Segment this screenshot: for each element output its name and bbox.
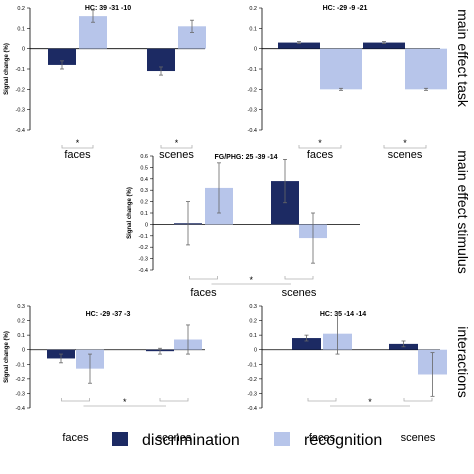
bar-discrimination-scenes: [147, 48, 175, 72]
y-tick-label: -0.1: [16, 67, 25, 73]
significance-bracket: [383, 145, 427, 149]
category-label-scenes: scenes: [401, 432, 436, 444]
category-label-scenes: scenes: [388, 149, 423, 161]
group-bracket: [61, 398, 90, 402]
category-label-faces: faces: [309, 432, 336, 444]
group-bracket: [403, 398, 433, 402]
y-tick-label: -0.3: [16, 391, 25, 397]
y-tick-label: 0.2: [140, 200, 148, 206]
chart-panel-interaction-hc-2: HC: 35 -14 -14 0.3 0.2 0.1 0 -0.1 -0.2 -0.3 -0.4…: [248, 304, 447, 444]
y-tick-label: -0.1: [16, 362, 25, 368]
category-label-faces: faces: [64, 149, 91, 161]
y-tick-label: 0: [254, 47, 257, 53]
side-label-task: main effect task: [455, 9, 471, 108]
group-bracket: [159, 398, 189, 402]
bar-discrimination-faces: [48, 48, 76, 65]
y-tick-label: 0: [22, 348, 25, 354]
y-tick-label: 0: [254, 348, 257, 354]
y-tick-label: -0.2: [16, 87, 25, 93]
y-axis-label: Signal change (%): [4, 43, 10, 95]
y-tick-label: -0.1: [248, 362, 257, 368]
y-tick-label: -0.2: [248, 377, 257, 383]
y-tick-label: 0: [22, 47, 25, 53]
category-label-scenes: scenes: [282, 287, 317, 299]
significance-bracket: [298, 145, 342, 149]
chart-title: HC: 35 -14 -14: [320, 311, 366, 318]
bar-discrimination-scenes: [363, 42, 405, 49]
side-label-interactions: interactions: [455, 326, 471, 398]
bar-discrimination-faces: [292, 338, 321, 350]
chart-panel-stimulus-fg-phg: FG/PHG: 25 -39 -14 Signal change (%) 0.6 0.…: [127, 154, 360, 299]
chart-title: HC: -29 -37 -3: [86, 311, 131, 318]
significance-bracket: [160, 145, 193, 149]
y-tick-label: 0.2: [249, 6, 257, 12]
chart-title: HC: 39 -31 -10: [85, 5, 131, 12]
y-tick-label: 0.3: [17, 304, 25, 310]
y-tick-label: -0.2: [139, 245, 148, 251]
y-tick-label: 0.5: [140, 165, 148, 171]
y-tick-label: -0.1: [139, 234, 148, 240]
y-tick-label: 0.3: [249, 304, 257, 310]
significance-star: *: [123, 397, 127, 407]
y-axis-label: Signal change (%): [4, 331, 10, 383]
y-tick-label: -0.2: [248, 87, 257, 93]
group-bracket: [284, 276, 314, 280]
significance-star: *: [368, 397, 372, 407]
y-tick-label: 0.3: [140, 188, 148, 194]
category-label-faces: faces: [62, 432, 89, 444]
bar-recognition-scenes: [405, 48, 447, 90]
chart-panel-task-hc: HC: 39 -31 -10 Signal change (%) 0.2 0.1 0 -0…: [4, 5, 206, 161]
y-tick-label: 0.1: [140, 211, 148, 217]
chart-title: HC: -29 -9 -21: [323, 5, 368, 12]
y-tick-label: 0.1: [249, 333, 257, 339]
y-tick-label: -0.3: [139, 257, 148, 263]
chart-panel-task-hc-2: HC: -29 -9 -21 0.2 0.1 0 -0.1 -0.2 -0.3 -0.4 fac…: [248, 5, 447, 161]
significance-bracket: [61, 145, 94, 149]
category-label-faces: faces: [307, 149, 334, 161]
y-tick-label: 0.2: [17, 6, 25, 12]
group-bracket: [307, 398, 337, 402]
y-tick-label: 0.6: [140, 154, 148, 160]
significance-star: *: [249, 275, 253, 285]
bar-recognition-faces: [320, 48, 362, 90]
y-tick-label: -0.4: [16, 406, 25, 412]
bar-discrimination-faces: [278, 42, 320, 49]
y-tick-label: -0.3: [16, 108, 25, 114]
y-tick-label: 0: [145, 222, 148, 228]
y-tick-label: -0.4: [139, 268, 148, 274]
category-label-faces: faces: [190, 287, 217, 299]
y-tick-label: 0.2: [17, 319, 25, 325]
y-tick-label: -0.2: [16, 377, 25, 383]
side-label-stimulus: main effect stimulus: [455, 150, 471, 273]
y-tick-label: -0.4: [248, 406, 257, 412]
significance-star: *: [76, 138, 80, 148]
legend-label-recognition: recognition: [304, 432, 382, 449]
y-axis-label: Signal change (%): [127, 187, 133, 239]
significance-star: *: [175, 138, 179, 148]
y-tick-label: -0.4: [16, 128, 25, 134]
chart-title: FG/PHG: 25 -39 -14: [214, 154, 277, 161]
significance-star: *: [318, 138, 322, 148]
y-tick-label: -0.3: [248, 391, 257, 397]
legend-label-discrimination: discrimination: [142, 432, 240, 449]
y-tick-label: 0.1: [249, 26, 257, 32]
y-tick-label: 0.1: [17, 333, 25, 339]
y-tick-label: -0.4: [248, 128, 257, 134]
y-tick-label: 0.2: [249, 319, 257, 325]
y-tick-label: 0.4: [140, 177, 148, 183]
category-label-scenes: scenes: [159, 149, 194, 161]
significance-star: *: [403, 138, 407, 148]
y-tick-label: -0.3: [248, 108, 257, 114]
group-bracket: [189, 276, 218, 280]
legend-swatch-recognition: [274, 432, 290, 446]
y-tick-label: -0.1: [248, 67, 257, 73]
chart-panel-interaction-hc: HC: -29 -37 -3 Signal change (%) 0.3 0.2 0.1…: [4, 304, 205, 444]
bar-recognition-scenes: [178, 26, 206, 49]
legend-swatch-discrimination: [112, 432, 128, 446]
y-tick-label: 0.1: [17, 26, 25, 32]
category-label-scenes: scenes: [157, 432, 192, 444]
